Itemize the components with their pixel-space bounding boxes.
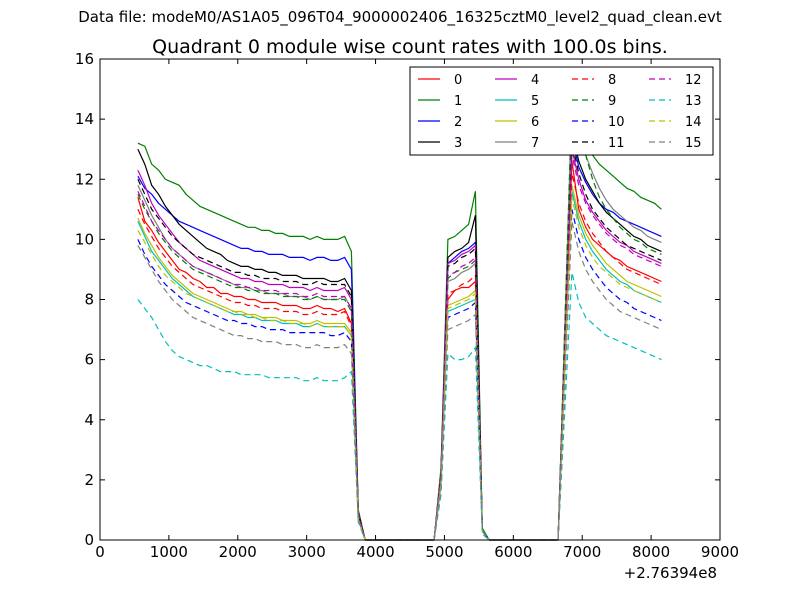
y-tick-label: 4: [84, 411, 94, 429]
legend-item-11: 11: [572, 136, 625, 151]
series-layer: [137, 97, 662, 541]
legend-item-9: 9: [572, 94, 616, 109]
y-tick-label: 12: [75, 170, 94, 188]
series-15: [137, 221, 662, 541]
x-tick-label: 8000: [632, 543, 670, 561]
series-15-line: [137, 245, 366, 541]
series-5: [137, 191, 662, 541]
series-2-line: [557, 137, 662, 541]
series-8-line: [557, 173, 662, 541]
series-9: [137, 97, 662, 541]
legend-label: 6: [531, 115, 539, 130]
legend-box: [409, 66, 714, 156]
legend-label: 7: [531, 136, 539, 151]
series-1: [137, 103, 662, 541]
series-4-line: [137, 169, 366, 541]
legend-item-4: 4: [495, 73, 539, 88]
series-11-line: [137, 179, 366, 541]
legend-label: 0: [454, 73, 462, 88]
series-15-line: [557, 221, 662, 541]
legend-label: 3: [454, 136, 462, 151]
legend-label: 2: [454, 115, 462, 130]
series-14-line: [137, 230, 366, 541]
legend-label: 13: [685, 94, 702, 109]
legend-item-6: 6: [495, 115, 539, 130]
x-tick-label: 3000: [288, 543, 326, 561]
series-2: [137, 137, 662, 541]
series-13-line: [137, 299, 366, 541]
legend-label: 11: [608, 136, 625, 151]
x-tick-label: 5000: [425, 543, 463, 561]
y-tick-label: 8: [84, 291, 94, 309]
series-1-line: [137, 142, 366, 541]
legend-item-15: 15: [649, 136, 702, 151]
chart-title: Quadrant 0 module wise count rates with …: [152, 36, 668, 58]
legend-label: 15: [685, 136, 702, 151]
legend-item-10: 10: [572, 115, 625, 130]
x-tick-label: 2000: [219, 543, 257, 561]
series-7-line: [137, 185, 366, 541]
series-9-line: [137, 194, 366, 541]
series-10-line: [137, 239, 366, 541]
series-0: [137, 161, 662, 541]
y-tick-label: 14: [75, 110, 94, 128]
y-tick-label: 16: [75, 50, 94, 68]
x-tick-label: 9000: [701, 543, 739, 561]
x-offset-label: +2.76394e8: [624, 564, 717, 582]
legend-label: 5: [531, 94, 539, 109]
series-10: [137, 209, 662, 541]
series-11-line: [557, 143, 662, 541]
legend-label: 8: [608, 73, 616, 88]
series-6-line: [557, 185, 662, 541]
legend-item-2: 2: [418, 115, 462, 130]
legend-item-12: 12: [649, 73, 702, 88]
y-tick-label: 10: [75, 230, 94, 248]
series-4-line: [557, 149, 662, 541]
series-12-line: [557, 155, 662, 541]
y-tick-label: 2: [84, 471, 94, 489]
data-file-caption: Data file: modeM0/AS1A05_096T04_90000024…: [78, 8, 722, 26]
legend-label: 1: [454, 94, 462, 109]
x-tick-label: 7000: [563, 543, 601, 561]
legend-item-5: 5: [495, 94, 539, 109]
x-tick-label: 1000: [150, 543, 188, 561]
legend-label: 9: [608, 94, 616, 109]
x-tick-label: 4000: [356, 543, 394, 561]
axis-ticks: 0 1000 2000 3000 4000 5000 6000 7000 8000 9000 0 2 4…: [75, 50, 739, 561]
legend-label: 14: [685, 115, 702, 130]
series-15-line: [433, 313, 490, 541]
series-6-line: [137, 218, 366, 541]
series-0-line: [137, 197, 366, 541]
legend-item-14: 14: [649, 115, 702, 130]
x-tick-label: 6000: [494, 543, 532, 561]
legend-label: 12: [685, 73, 702, 88]
legend-item-8: 8: [572, 73, 616, 88]
legend-item-0: 0: [418, 73, 462, 88]
legend-label: 10: [608, 115, 625, 130]
series-4: [137, 149, 662, 541]
series-13-line: [557, 272, 662, 541]
legend-item-3: 3: [418, 136, 462, 151]
legend-item-1: 1: [418, 94, 462, 109]
series-0-line: [557, 161, 662, 541]
legend-item-7: 7: [495, 136, 539, 151]
series-8-line: [137, 209, 366, 541]
y-tick-label: 0: [84, 531, 94, 549]
series-14-line: [557, 197, 662, 541]
series-11: [137, 143, 662, 541]
y-tick-label: 6: [84, 351, 94, 369]
series-5-line: [137, 221, 366, 541]
series-10-line: [557, 209, 662, 541]
series-2-line: [137, 175, 366, 541]
series-3-line: [137, 148, 366, 541]
legend-item-13: 13: [649, 94, 702, 109]
series-13: [137, 272, 662, 541]
x-tick-label: 0: [95, 543, 105, 561]
series-12-line: [137, 191, 366, 541]
legend-label: 4: [531, 73, 539, 88]
series-8: [137, 173, 662, 541]
